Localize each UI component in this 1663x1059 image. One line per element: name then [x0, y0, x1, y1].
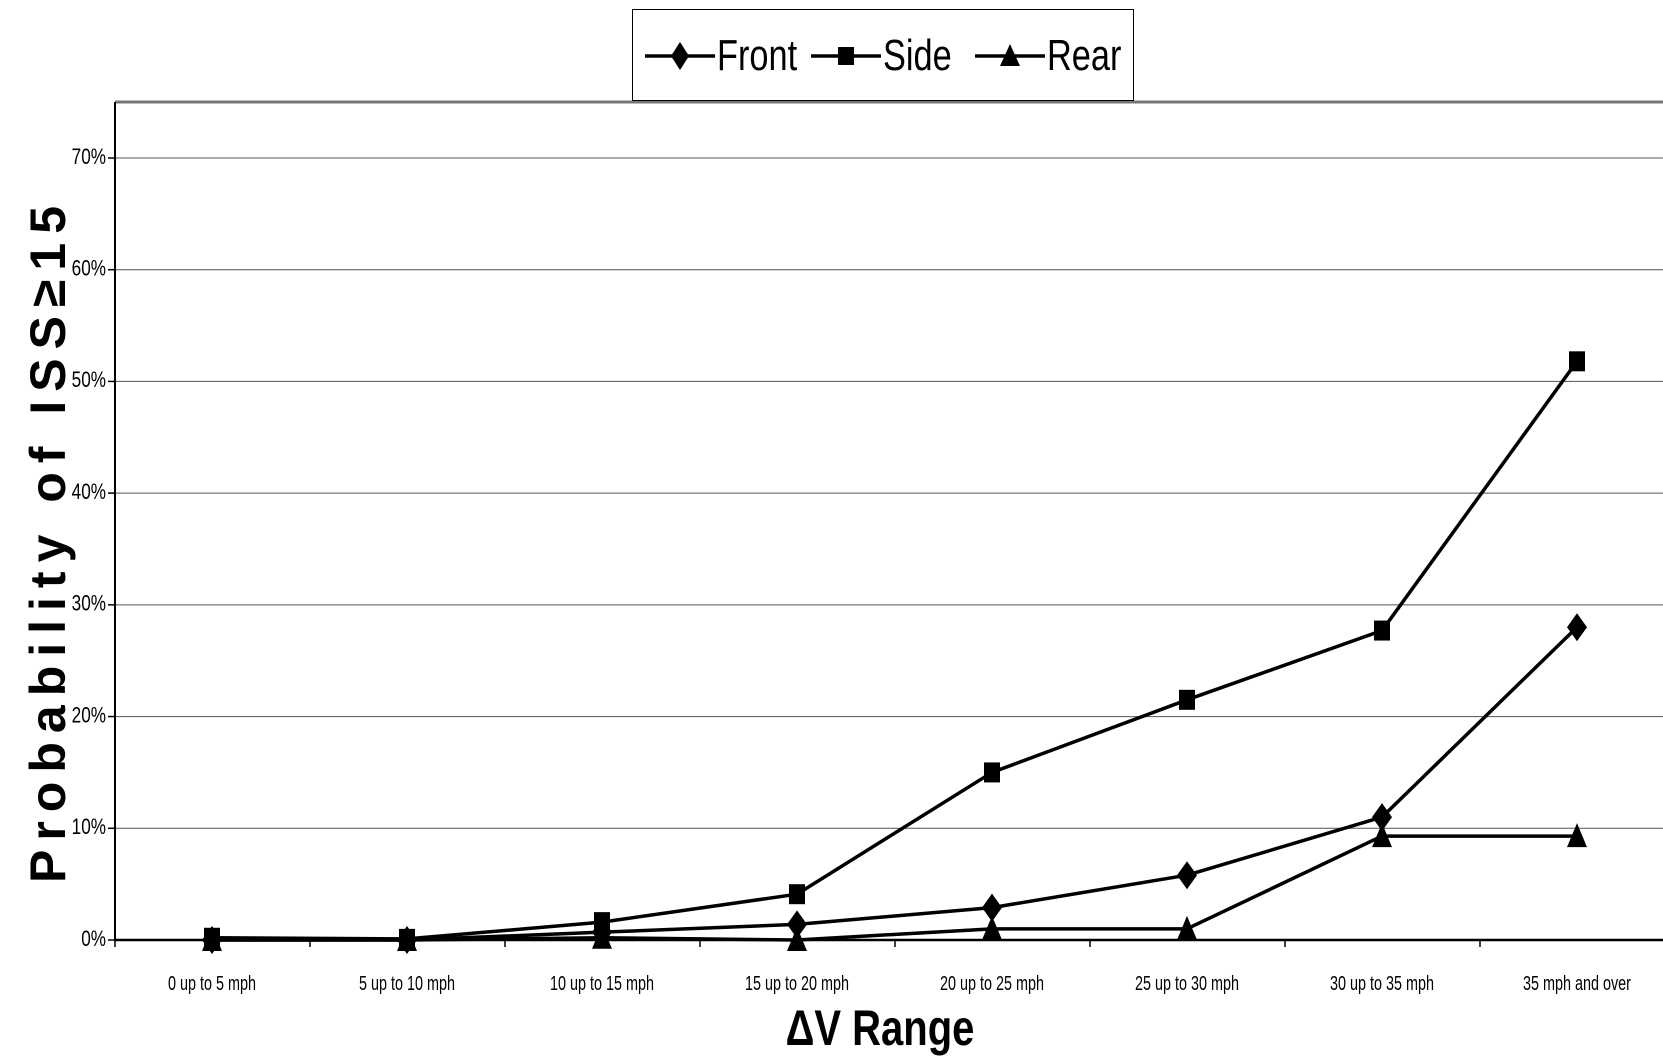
legend-swatch-front: [645, 42, 715, 70]
series-line-front: [212, 625, 1579, 942]
y-tick-label: 70%: [72, 145, 106, 170]
series-line-rear: [212, 834, 1577, 942]
side-point: [1569, 351, 1585, 372]
rear-point: [1372, 823, 1392, 848]
side-point: [1374, 620, 1390, 641]
front-point: [1177, 861, 1197, 890]
series-rear: [202, 823, 1587, 951]
series: [202, 351, 1587, 954]
legend-item-side: Side: [809, 10, 971, 102]
legend-item-front: Front: [643, 10, 820, 102]
y-tick-label: 20%: [72, 703, 106, 728]
y-tick-label: 10%: [72, 815, 106, 840]
gridlines: [115, 157, 1663, 829]
y-tick-label: 50%: [72, 368, 106, 393]
y-axis-title: Probability of ISS≥15: [20, 197, 76, 883]
legend-label-side: Side: [883, 31, 952, 80]
x-tick-label: 0 up to 5 mph: [168, 972, 256, 995]
y-tick-label: 0%: [81, 927, 106, 952]
x-tick-label: 30 up to 35 mph: [1330, 972, 1434, 995]
series-line-side: [211, 360, 1579, 941]
side-point: [594, 912, 610, 933]
rear-point: [982, 915, 1002, 940]
axes: [108, 100, 1663, 947]
x-tick-label: 25 up to 30 mph: [1135, 972, 1239, 995]
x-tick-label: 10 up to 15 mph: [550, 972, 654, 995]
side-point: [789, 884, 805, 905]
x-tick-label: 20 up to 25 mph: [940, 972, 1044, 995]
rear-point: [1567, 823, 1587, 848]
legend: Front Side Rear: [632, 9, 1134, 101]
x-tick-labels: 0 up to 5 mph 5 up to 10 mph 10 up to 15 m…: [168, 972, 1631, 995]
front-point: [787, 910, 807, 939]
rear-point: [592, 924, 612, 949]
series-side: [204, 351, 1585, 949]
series-front: [202, 613, 1587, 954]
y-tick-label: 40%: [72, 480, 106, 505]
legend-label-front: Front: [717, 31, 798, 80]
x-tick-label: 5 up to 10 mph: [359, 972, 455, 995]
x-axis-title: ΔV Range: [785, 1000, 975, 1056]
legend-label-rear: Rear: [1047, 31, 1122, 80]
x-tick-label: 15 up to 20 mph: [745, 972, 849, 995]
rear-point: [1177, 915, 1197, 940]
y-tick-label: 30%: [72, 592, 106, 617]
side-point: [984, 762, 1000, 783]
front-point: [1372, 803, 1392, 832]
rear-point: [787, 927, 807, 951]
rear-point: [397, 927, 417, 951]
side-point: [1179, 689, 1195, 710]
legend-swatch-side: [811, 47, 881, 65]
legend-swatch-rear: [975, 44, 1045, 66]
front-point: [1567, 613, 1587, 642]
rear-point: [202, 927, 222, 951]
legend-item-rear: Rear: [973, 10, 1142, 102]
y-tick-labels: 0% 10% 20% 30% 40% 50% 60% 70%: [72, 145, 106, 952]
y-tick-label: 60%: [72, 257, 106, 282]
front-point: [982, 893, 1002, 922]
x-tick-label: 35 mph and over: [1523, 972, 1631, 995]
